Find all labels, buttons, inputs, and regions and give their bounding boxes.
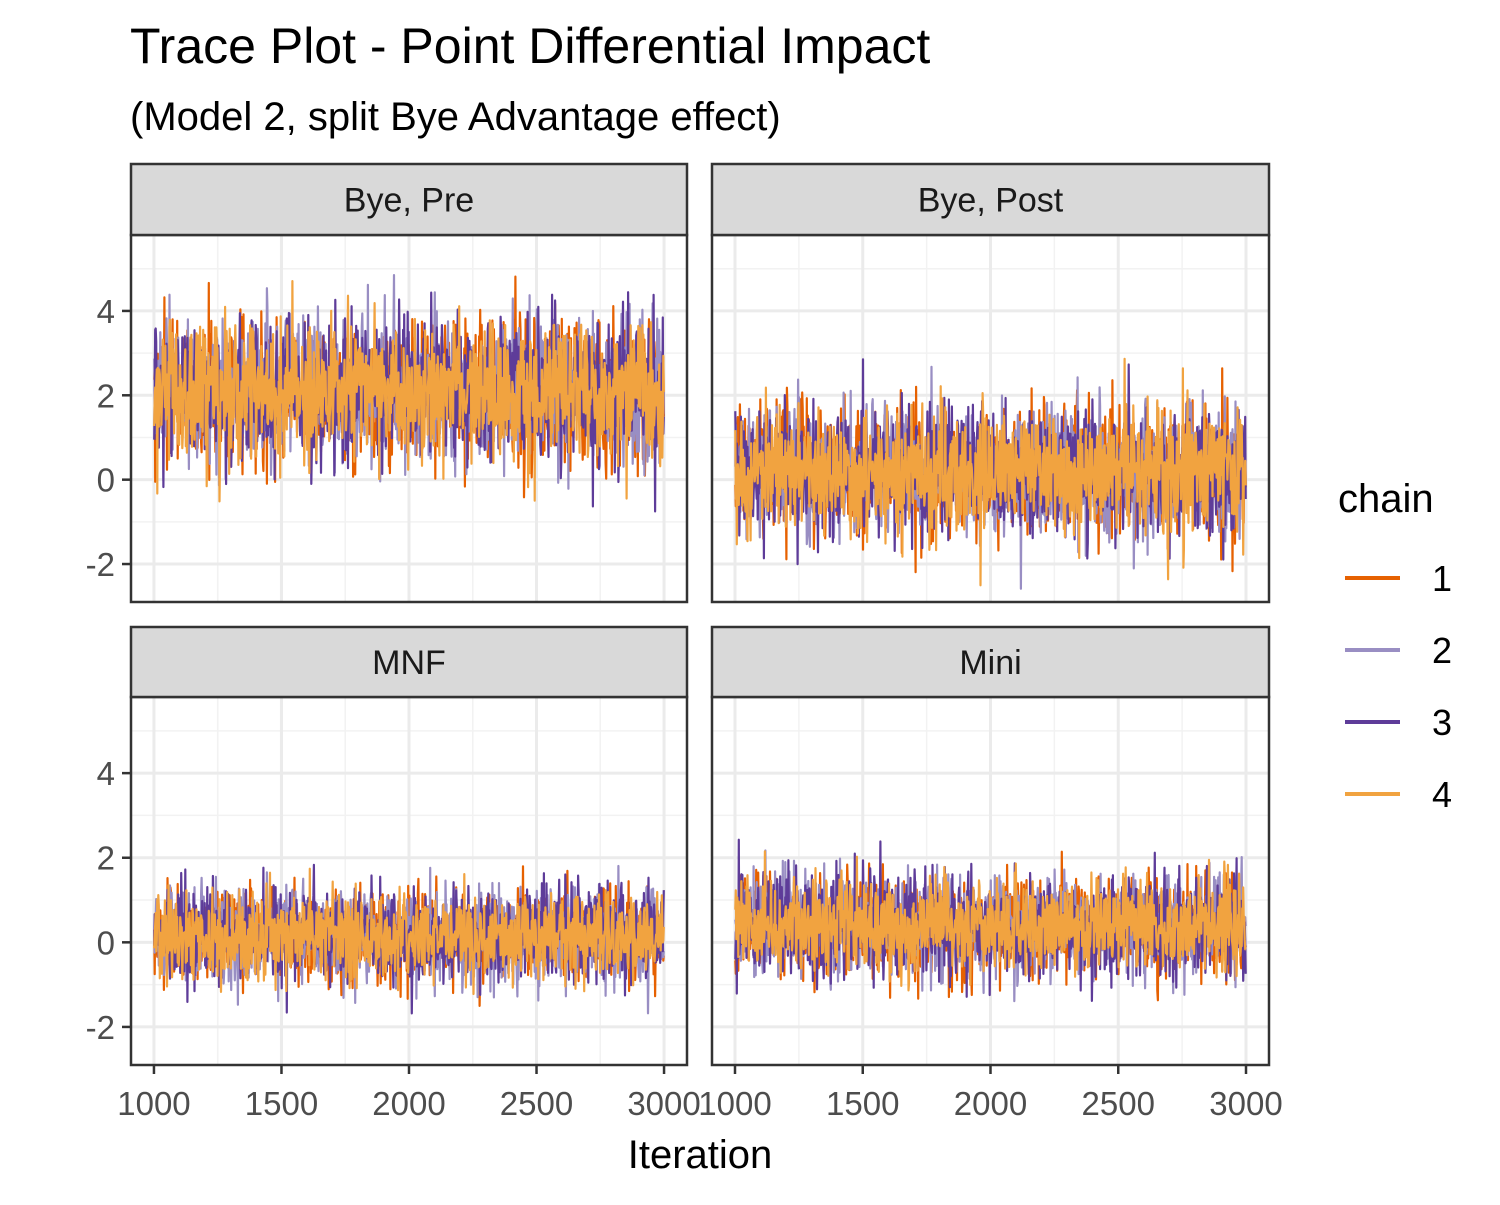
x-tick-label: 1000 [698,1085,771,1122]
legend-label: 4 [1432,774,1452,815]
y-tick-label: 4 [97,293,115,330]
panel-strip-label: MNF [372,644,446,682]
y-tick-label: 0 [97,462,115,499]
panel-strip [710,162,1271,237]
chart-title: Trace Plot - Point Differential Impact [130,18,930,74]
legend-entry-1: 1 [1345,558,1452,599]
panel-3: Mini 1000 1500 2000 2500 3000 [698,625,1283,1122]
y-tick-label: -2 [86,1009,115,1046]
panel-traces [734,357,1247,590]
legend-label: 2 [1432,630,1452,671]
x-axis-label: Iteration [628,1133,773,1177]
x-tick-label: 1500 [245,1085,318,1122]
panel-gridlines [712,235,1269,602]
trace-line-chain-4 [153,867,665,996]
legend-label: 1 [1432,558,1452,599]
panel-traces [153,863,665,1015]
y-tick-label: -2 [86,546,115,583]
legend-title: chain [1338,477,1434,521]
trace-line-chain-4 [734,357,1247,587]
panel-0: Bye, Pre -2 0 2 4 [86,162,689,604]
panel-1: Bye, Post [710,162,1271,604]
legend-entry-3: 3 [1345,702,1452,743]
legend-entry-2: 2 [1345,630,1452,671]
x-tick-label: 2000 [372,1085,445,1122]
panel-gridlines [131,697,687,1065]
x-tick-label: 2000 [954,1085,1027,1122]
x-tick-label: 1000 [117,1085,190,1122]
panel-2: MNF -2 0 2 4 1000 1500 2000 2500 3000 [86,625,701,1122]
y-tick-label: 2 [97,840,115,877]
legend-label: 3 [1432,702,1452,743]
panel-strip [710,625,1271,699]
y-tick-label: 0 [97,924,115,961]
x-tick-label: 2500 [1082,1085,1155,1122]
legend-entry-4: 4 [1345,774,1452,815]
panel-strip-label: Mini [959,644,1021,682]
panel-strip [129,625,689,699]
y-tick-label: 4 [97,755,115,792]
chart-subtitle: (Model 2, split Bye Advantage effect) [130,95,781,139]
trace-line-chain-4 [153,280,665,503]
x-tick-label: 2500 [500,1085,573,1122]
x-tick-label: 1500 [826,1085,899,1122]
trace-line-chain-4 [734,850,1247,992]
panel-strip-label: Bye, Post [918,182,1064,220]
panel-strip-label: Bye, Pre [344,182,474,220]
x-tick-label: 3000 [627,1085,700,1122]
panel-traces [153,274,665,513]
x-tick-label: 3000 [1209,1085,1282,1122]
panel-strip [129,162,689,237]
panel-traces [734,838,1247,1003]
y-tick-label: 2 [97,377,115,414]
